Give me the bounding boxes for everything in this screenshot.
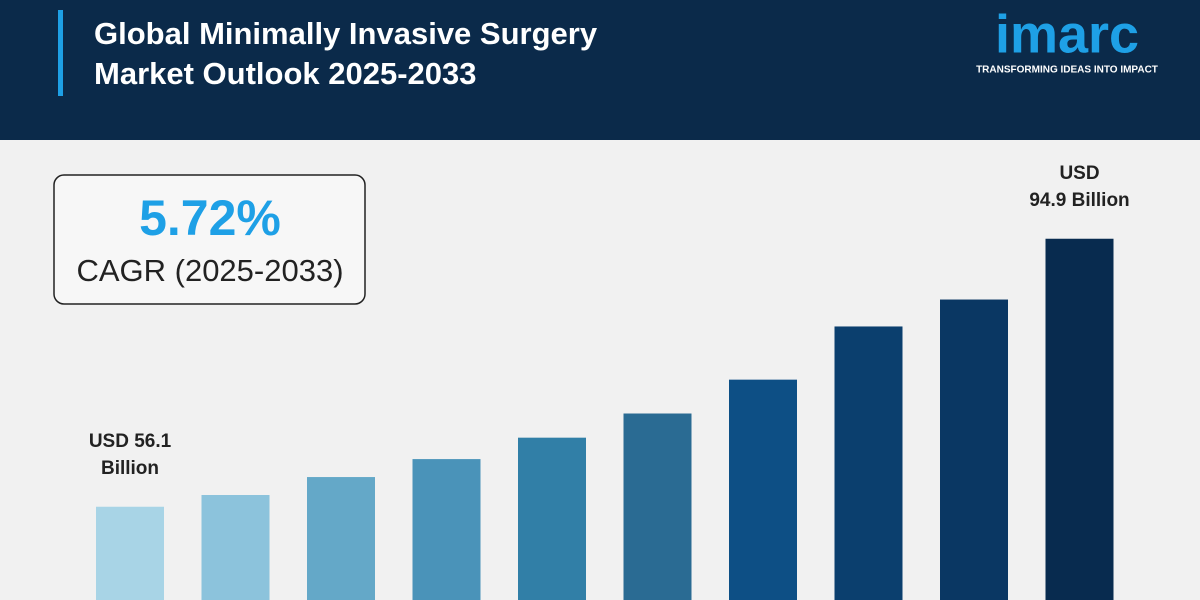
bar — [834, 326, 903, 600]
accent-bar — [58, 10, 63, 96]
bar — [307, 477, 375, 600]
brand-logo: imarc — [995, 4, 1139, 64]
chart-title: Global Minimally Invasive Surgery Market… — [94, 16, 598, 91]
bar — [201, 495, 270, 600]
value-label: USD 56.1 — [89, 431, 172, 452]
bar — [412, 459, 481, 600]
bar — [940, 299, 1008, 600]
bar — [729, 379, 797, 600]
cagr-value: 5.72% — [139, 190, 281, 246]
value-label: 94.9 Billion — [1029, 190, 1129, 211]
bar — [518, 437, 586, 600]
bar — [623, 413, 692, 600]
value-label: Billion — [101, 458, 159, 479]
value-label: USD — [1059, 163, 1099, 184]
title-box: Global Minimally Invasive Surgery Market… — [94, 16, 598, 91]
cagr-box — [53, 174, 366, 305]
cagr-label: CAGR (2025-2033) — [76, 253, 343, 288]
bar — [1045, 238, 1114, 600]
bar — [96, 506, 164, 600]
header-band — [0, 0, 1200, 140]
brand-tagline: TRANSFORMING IDEAS INTO IMPACT — [976, 65, 1158, 76]
bar-group: USD 56.1 Billion USD 94.9 Billion — [89, 163, 1130, 600]
